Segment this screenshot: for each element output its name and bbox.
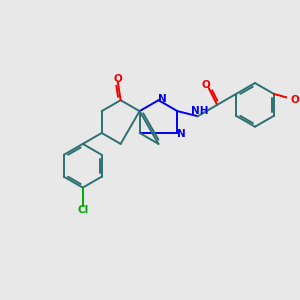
Text: NH: NH — [190, 106, 208, 116]
Text: Cl: Cl — [77, 205, 88, 214]
Text: O: O — [291, 94, 300, 105]
Text: O: O — [113, 74, 122, 84]
Text: O: O — [201, 80, 210, 90]
Text: N: N — [177, 129, 186, 140]
Text: N: N — [158, 94, 167, 104]
